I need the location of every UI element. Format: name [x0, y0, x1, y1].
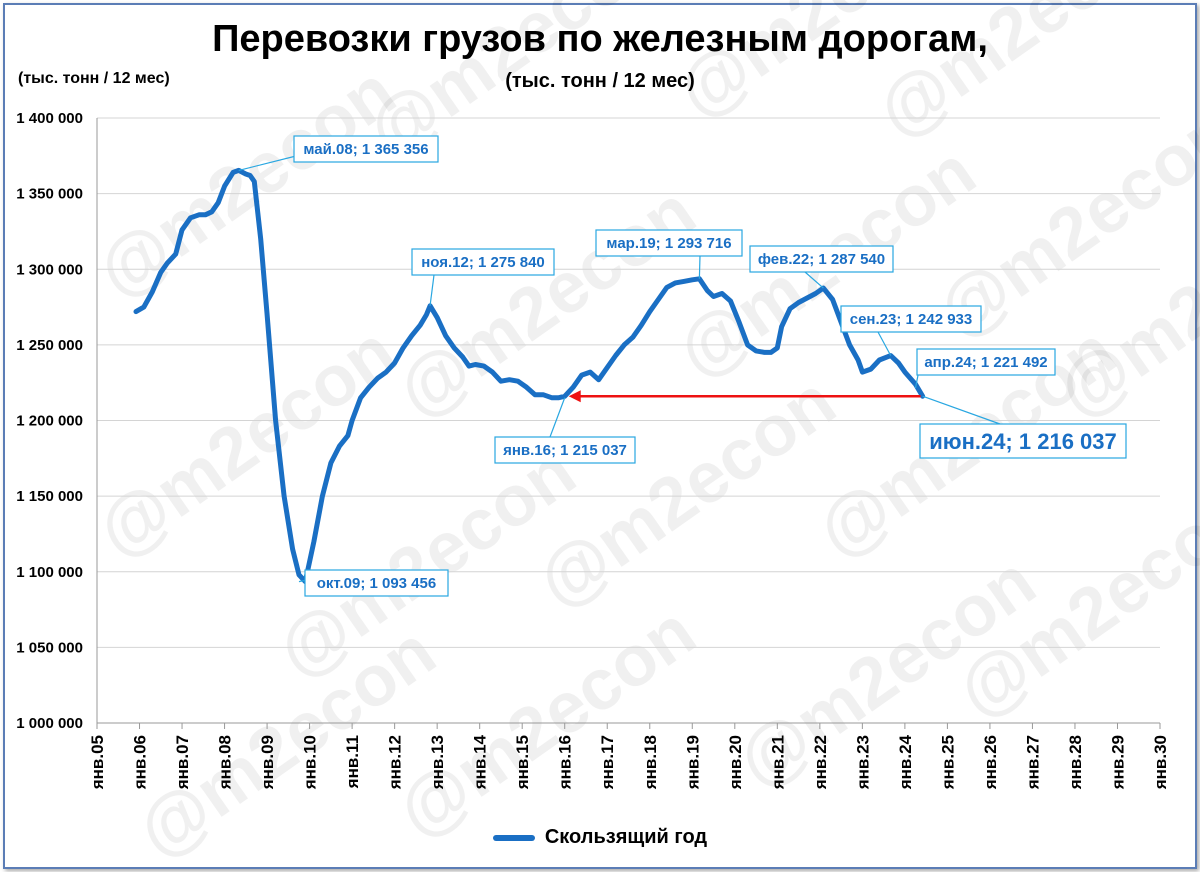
- annotation-box: [916, 348, 1056, 376]
- axes: [96, 118, 1160, 724]
- annotation-label: сен.23; 1 242 933: [850, 311, 973, 328]
- legend-label: Скользящий год: [544, 826, 708, 848]
- annotation-label: янв.16; 1 215 037: [503, 442, 627, 459]
- x-tick-label: янв.23: [853, 735, 872, 790]
- x-tick-label: янв.28: [1066, 735, 1085, 790]
- x-tick-label: янв.21: [768, 735, 787, 790]
- x-tick-label: янв.27: [1023, 735, 1042, 790]
- y-tick-label: 1 250 000: [16, 337, 83, 354]
- annotation-label: фев.22; 1 287 540: [758, 251, 885, 268]
- annotation-leader: [429, 274, 435, 306]
- x-tick-label: янв.26: [981, 735, 1000, 790]
- annotation-box: [293, 135, 439, 163]
- legend-swatch: [492, 834, 535, 841]
- x-tick-label: янв.08: [216, 735, 235, 790]
- annotation-label: мар.19; 1 293 716: [606, 235, 731, 252]
- annotation-box: [304, 569, 449, 597]
- watermark-text: @m2econ: [383, 591, 709, 853]
- x-tick-label: янв.18: [641, 735, 660, 790]
- series-line: [133, 167, 926, 585]
- annotation-leader: [877, 331, 892, 356]
- y-tick-label: 1 150 000: [16, 488, 83, 505]
- y-tick-label: 1 100 000: [16, 564, 83, 581]
- y-axis-ticks: 1 000 000 1 050 000 1 100 000 1 150 000 1 20…: [16, 110, 83, 732]
- y-tick-label: 1 350 000: [16, 186, 83, 203]
- annotation-box: [840, 305, 982, 333]
- chart-title: Перевозки грузов по железным дорогам,: [212, 18, 988, 60]
- x-tick-label: янв.16: [556, 735, 575, 790]
- annotation-leader: [238, 155, 297, 171]
- x-tick-label: янв.12: [386, 735, 405, 790]
- annotation-leader: [804, 271, 824, 289]
- annotation-leader: [698, 255, 701, 279]
- annotation-leader: [549, 397, 566, 438]
- y-tick-label: 1 200 000: [16, 413, 83, 430]
- annotation-label: июн.24; 1 216 037: [929, 429, 1117, 454]
- watermark-text: @m2econ: [83, 311, 409, 573]
- x-tick-label: янв.25: [938, 735, 957, 790]
- annotation-box: [595, 229, 743, 257]
- y-axis-label: (тыс. тонн / 12 мес): [18, 70, 170, 87]
- annotation-box: [411, 248, 555, 276]
- x-tick-label: янв.15: [513, 735, 532, 790]
- annotations-layer: май.08; 1 365 356 окт.09; 1 093 456 ноя.12…: [238, 135, 1127, 597]
- annotation-box: [749, 245, 894, 273]
- series-layer: [133, 167, 926, 585]
- x-tick-label: янв.10: [301, 735, 320, 790]
- x-tick-label: янв.11: [343, 735, 362, 789]
- x-tick-label: янв.19: [683, 735, 702, 790]
- x-tick-label: янв.07: [173, 735, 192, 790]
- annotation-box: [919, 423, 1127, 459]
- x-tick-label: янв.29: [1108, 735, 1127, 790]
- watermark-text: @m2econ: [863, 0, 1189, 153]
- x-tick-label: янв.20: [726, 735, 745, 790]
- x-tick-label: янв.06: [131, 735, 150, 790]
- x-tick-label: янв.13: [428, 735, 447, 790]
- watermark-text: @m2econ: [83, 51, 409, 313]
- annotation-label: ноя.12; 1 275 840: [421, 254, 545, 271]
- y-tick-label: 1 050 000: [16, 639, 83, 656]
- annotation-box: [494, 436, 636, 464]
- x-tick-label: янв.09: [258, 735, 277, 790]
- x-tick-label: янв.17: [598, 735, 617, 790]
- reference-arrow: [568, 390, 921, 403]
- x-tick-label: янв.24: [896, 734, 915, 790]
- y-tick-label: 1 000 000: [16, 715, 83, 732]
- annotation-label: май.08; 1 365 356: [303, 141, 428, 158]
- x-tick-label: янв.14: [471, 734, 490, 790]
- chart-subtitle: (тыс. тонн / 12 мес): [505, 70, 695, 92]
- x-axis-ticks: янв.05 янв.06 янв.07 янв.08 янв.09 янв.10 янв.…: [88, 723, 1170, 790]
- annotation-label: апр.24; 1 221 492: [924, 354, 1047, 371]
- legend: Скользящий год: [0, 826, 1200, 849]
- y-tick-label: 1 300 000: [16, 261, 83, 278]
- annotation-leader: [922, 395, 1001, 425]
- x-tick-label: янв.05: [88, 735, 107, 790]
- annotation-label: окт.09; 1 093 456: [317, 575, 436, 592]
- arrow-head: [568, 390, 581, 403]
- x-tick-label: янв.22: [811, 735, 830, 790]
- x-tick-label: янв.30: [1151, 735, 1170, 790]
- y-tick-label: 1 400 000: [16, 110, 83, 127]
